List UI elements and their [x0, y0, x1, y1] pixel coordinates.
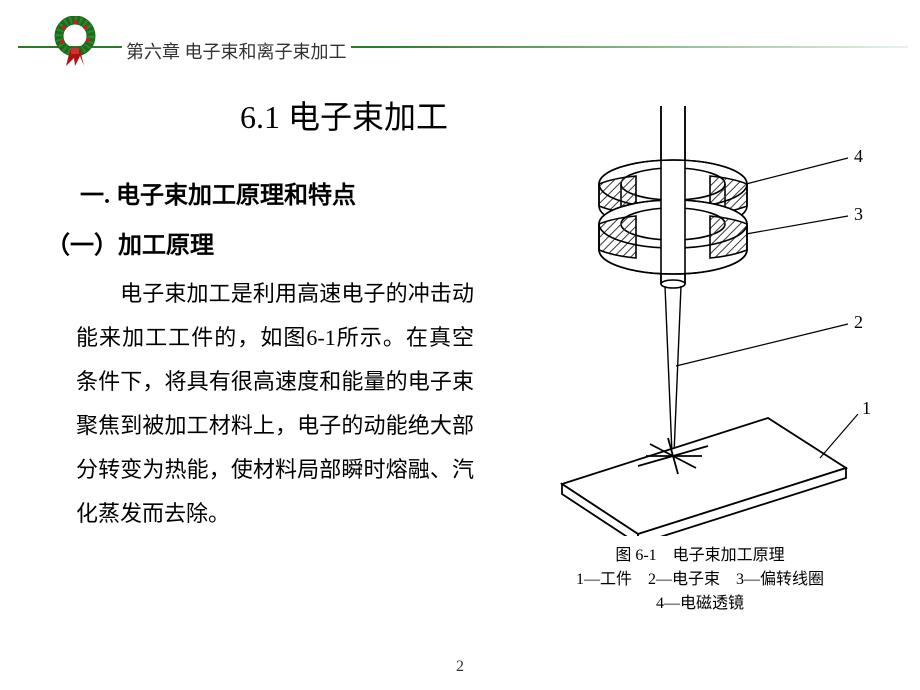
page-number: 2	[0, 658, 920, 676]
chapter-title: 第六章 电子束和离子束加工	[122, 38, 351, 64]
figure-label-1: 1	[862, 398, 871, 418]
figure-label-3: 3	[854, 204, 863, 224]
wreath-icon	[52, 16, 98, 73]
heading-level-1: 一. 电子束加工原理和特点	[80, 175, 356, 210]
figure-diagram: 4 3 2 1	[518, 106, 882, 536]
body-paragraph-text: 电子束加工是利用高速电子的冲击动能来加工工件的，如图6-1所示。在真空条件下，将…	[76, 281, 474, 526]
figure-caption: 图 6-1 电子束加工原理 1—工件 2—电子束 3—偏转线圈 4—电磁透镜	[518, 544, 882, 616]
heading-level-2: （一）加工原理	[46, 225, 214, 260]
figure-caption-legend-2: 4—电磁透镜	[518, 592, 882, 616]
figure-label-4: 4	[854, 146, 863, 166]
header: 第六章 电子束和离子束加工	[0, 14, 920, 74]
section-title: 6.1 电子束加工	[240, 92, 448, 138]
figure-6-1: 4 3 2 1 图 6-1 电子束加工原理 1—工件 2—电子束 3—偏转线圈 …	[518, 106, 882, 616]
body-paragraph: 电子束加工是利用高速电子的冲击动能来加工工件的，如图6-1所示。在真空条件下，将…	[76, 272, 474, 536]
figure-caption-title: 图 6-1 电子束加工原理	[518, 544, 882, 568]
figure-label-2: 2	[854, 312, 863, 332]
figure-caption-legend-1: 1—工件 2—电子束 3—偏转线圈	[518, 568, 882, 592]
